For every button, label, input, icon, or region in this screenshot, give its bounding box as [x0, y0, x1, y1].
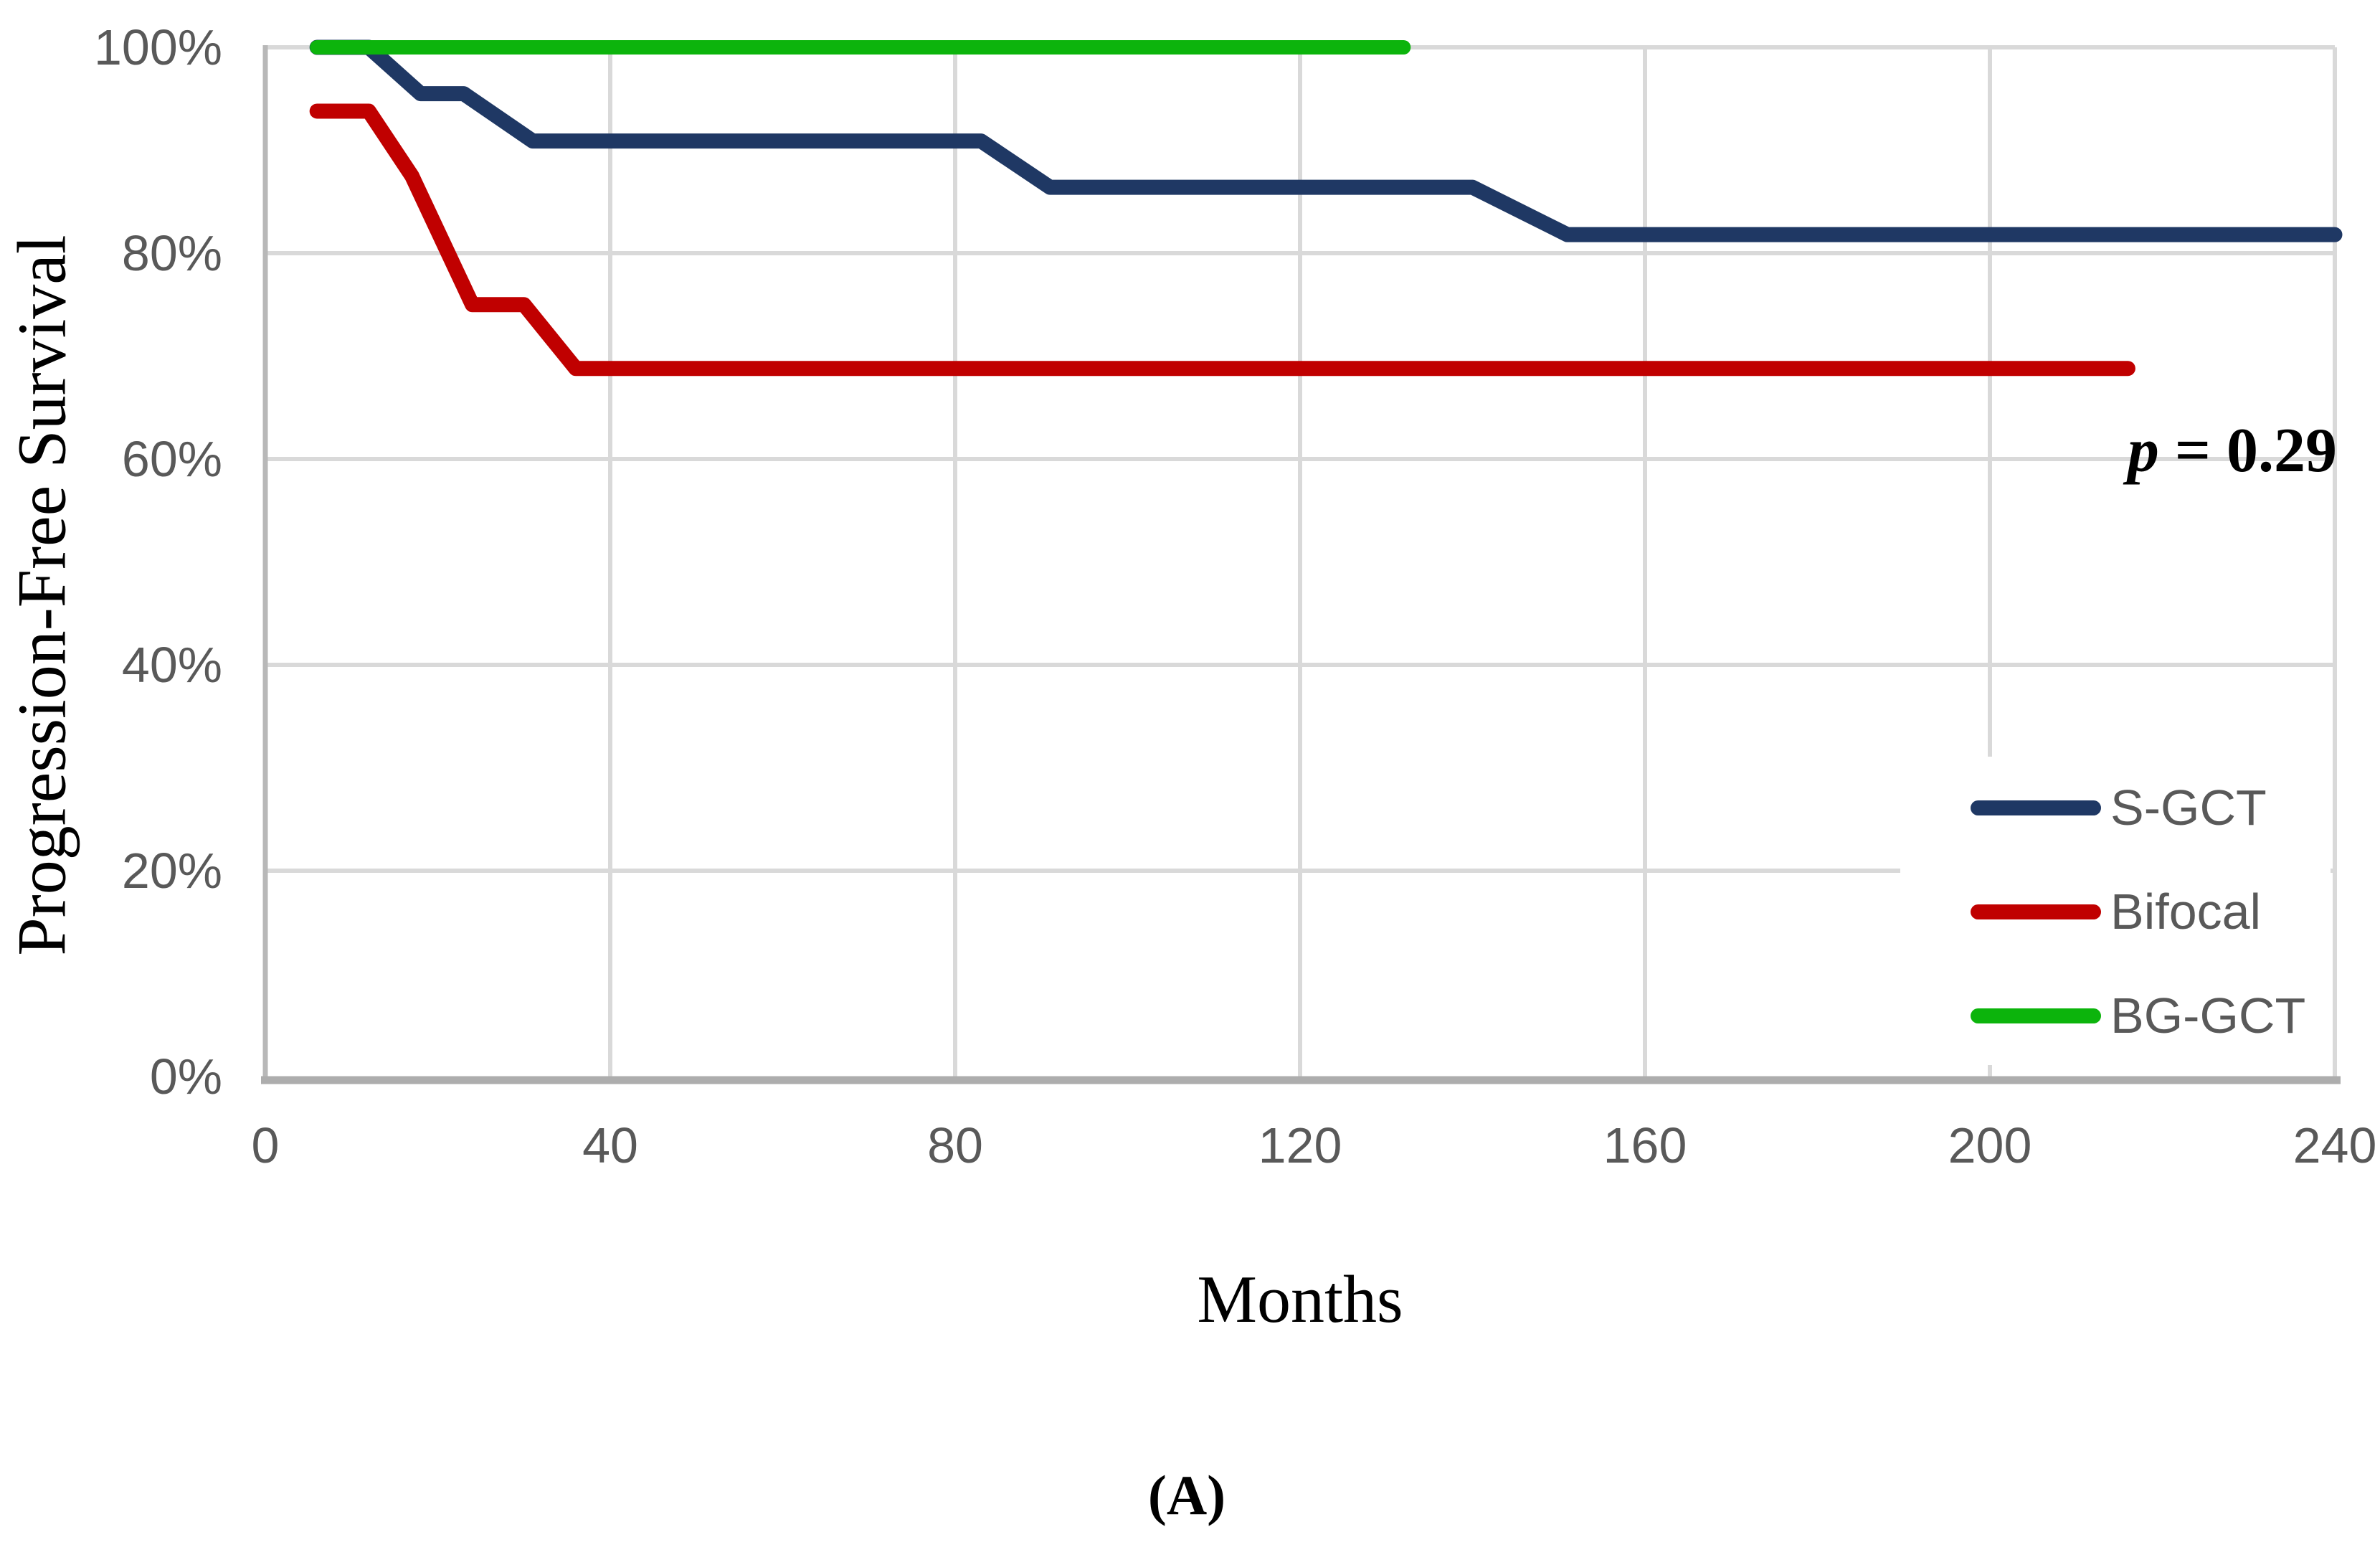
y-tick-label: 80%: [121, 225, 222, 281]
p-value-annotation: p = 0.29: [2128, 415, 2337, 487]
legend-label-bggct: BG-GCT: [2110, 988, 2306, 1044]
chart-legend: S-GCT Bifocal BG-GCT: [1900, 757, 2331, 1065]
y-tick-label: 40%: [121, 637, 222, 693]
bifocal-line-swatch-icon: [1971, 904, 2101, 919]
legend-item-bggct: BG-GCT: [1900, 986, 2305, 1045]
x-tick-label: 240: [2293, 1117, 2377, 1173]
y-tick-label: 20%: [121, 843, 222, 899]
legend-item-bifocal: Bifocal: [1900, 882, 2261, 941]
series-line-bifocal: [309, 103, 2135, 377]
legend-label-bifocal: Bifocal: [2110, 884, 2262, 940]
x-tick-label: 40: [582, 1117, 638, 1173]
y-tick-label: 100%: [93, 19, 222, 75]
legend-item-sgct: S-GCT: [1900, 778, 2267, 837]
sgct-line-swatch-icon: [1971, 800, 2101, 815]
y-axis-title: Progression-Free Survival: [3, 235, 80, 956]
p-value-symbol: p: [2127, 416, 2159, 486]
x-tick-label: 0: [251, 1117, 280, 1173]
x-tick-label: 80: [927, 1117, 983, 1173]
y-tick-label: 0%: [149, 1049, 222, 1105]
x-tick-label: 200: [1948, 1117, 2032, 1173]
panel-label: (A): [1147, 1464, 1226, 1526]
bggct-line-swatch-icon: [1971, 1008, 2101, 1023]
x-tick-label: 120: [1258, 1117, 1342, 1173]
y-tick-label: 60%: [121, 431, 222, 487]
x-axis-title: Months: [1197, 1262, 1403, 1337]
x-tick-label: 160: [1603, 1117, 1687, 1173]
legend-label-sgct: S-GCT: [2110, 780, 2267, 836]
series-line-s-gct: [309, 39, 2343, 242]
p-value-text: = 0.29: [2174, 416, 2337, 486]
